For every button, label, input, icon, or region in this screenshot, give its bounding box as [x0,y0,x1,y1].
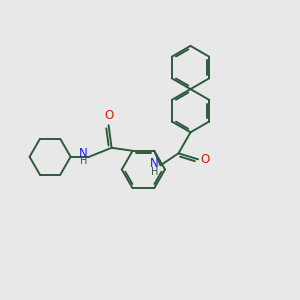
Text: O: O [200,153,210,166]
Text: N: N [150,157,158,170]
Text: H: H [80,156,88,166]
Text: N: N [79,147,88,160]
Text: O: O [104,109,113,122]
Text: H: H [151,167,158,177]
